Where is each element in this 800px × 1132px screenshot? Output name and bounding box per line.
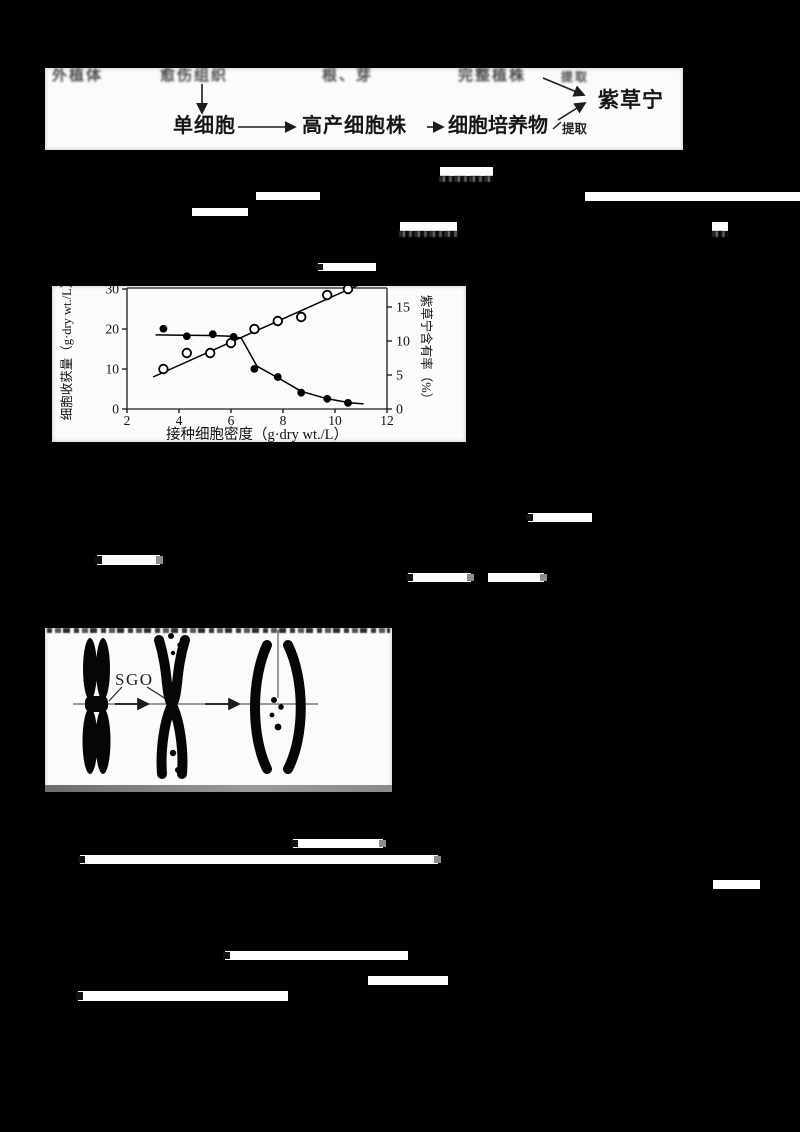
node-shikonin: 紫草宁 <box>598 88 664 112</box>
data-point-open <box>322 289 333 301</box>
shikonin-flowchart-figure: 外植体 愈伤组织 根、芽 完整植株 提取 单细胞 高产细胞株 细胞培养物 提取 … <box>45 68 683 150</box>
redaction-blank <box>406 573 474 582</box>
data-point-open <box>181 347 193 359</box>
x-tick-label: 6 <box>228 413 235 428</box>
figure-bottom-edge <box>45 785 392 792</box>
sgo-leader-line <box>146 686 167 700</box>
right-tick-label: 5 <box>396 369 403 384</box>
chromosome-stage3 <box>250 640 306 774</box>
data-point-open <box>272 315 284 327</box>
degraded-node-whole-plant: 完整植株 <box>458 68 527 84</box>
text-remnant-right <box>467 574 474 581</box>
redaction-blank <box>368 976 448 985</box>
cell-density-chart-figure: 0 10 20 30 0 5 10 15 2 4 6 8 10 12 接种细胞密度（g·dry wt./L）… <box>52 286 466 442</box>
label-extract: 提取 <box>562 122 588 136</box>
redaction-blank <box>585 192 800 201</box>
flowchart-arrows <box>196 77 587 133</box>
text-remnant-right <box>156 556 163 564</box>
data-point-filled <box>273 373 282 381</box>
data-point-filled <box>159 324 168 333</box>
redaction-blank <box>223 951 408 960</box>
left-y-axis-label: 细胞收获量（g·dry wt./L） <box>60 286 74 420</box>
text-remnant-bottom <box>438 176 495 182</box>
chromosome-stage2 <box>154 635 190 779</box>
data-point-open <box>158 363 169 375</box>
text-remnant-left <box>223 951 230 960</box>
data-point-open <box>295 311 307 323</box>
extract-slant-line <box>552 121 562 130</box>
redaction-blank <box>711 222 729 237</box>
text-remnant-left <box>291 839 298 848</box>
redaction-blank <box>398 222 459 237</box>
left-tick-label: 0 <box>112 402 119 417</box>
right-y-axis-label: 紫草宁含有率（%） <box>419 295 434 405</box>
data-point-open <box>342 286 354 295</box>
sgo-leader-line <box>108 686 123 702</box>
degraded-caption-remnant <box>47 628 390 633</box>
text-remnant-bottom <box>711 231 729 237</box>
degraded-label-extract: 提取 <box>561 70 590 84</box>
data-point-filled <box>182 332 191 341</box>
data-point-filled <box>208 330 217 339</box>
degraded-node-explant: 外植体 <box>52 68 104 84</box>
text-remnant-right <box>540 574 547 581</box>
left-tick-label: 10 <box>106 362 120 377</box>
data-point-filled <box>229 333 238 341</box>
redaction-blank <box>95 555 163 565</box>
redaction-blank <box>256 192 320 200</box>
x-tick-label: 10 <box>328 413 342 428</box>
redaction-blank <box>192 208 248 216</box>
chart: 0 10 20 30 0 5 10 15 2 4 6 8 10 12 接种细胞密度（g·dry wt./L）… <box>60 286 434 442</box>
text-remnant-left <box>526 513 533 522</box>
arrow-to-shikonin-lower <box>557 102 587 121</box>
text-remnant-bottom <box>398 231 459 237</box>
arrow-to-shikonin-upper <box>542 77 586 97</box>
plot-frame <box>126 287 388 410</box>
sgo-diagram: SGO <box>73 630 318 779</box>
data-point-filled <box>297 388 306 397</box>
right-tick-label: 15 <box>396 301 410 316</box>
node-cell-culture: 细胞培养物 <box>448 115 548 137</box>
x-tick-label: 12 <box>380 413 394 428</box>
right-tick-label: 0 <box>396 403 403 418</box>
x-axis-label: 接种细胞密度（g·dry wt./L） <box>166 426 348 442</box>
text-remnant-left <box>316 263 323 271</box>
sgo-label: SGO <box>115 670 154 689</box>
degraded-node-root-bud: 根、芽 <box>322 68 374 84</box>
redaction-blank <box>78 855 441 864</box>
redaction-blank <box>76 991 288 1001</box>
redaction-blank <box>291 839 386 848</box>
text-remnant-left <box>78 855 85 864</box>
x-tick-label: 4 <box>176 413 183 428</box>
node-high-yield-strain: 高产细胞株 <box>302 115 407 137</box>
x-tick-label: 2 <box>124 413 131 428</box>
data-point-filled <box>344 398 352 407</box>
text-remnant-left <box>95 555 102 565</box>
data-point-filled <box>250 364 259 373</box>
chromosome-stage1 <box>82 638 111 774</box>
redaction-blank <box>488 573 547 582</box>
text-remnant-left <box>406 573 413 582</box>
sgo-chromosome-figure: SGO <box>45 628 392 792</box>
degraded-node-callus: 愈伤组织 <box>160 68 229 84</box>
sgo-protein-dots <box>168 633 183 773</box>
left-tick-label: 20 <box>106 322 120 337</box>
data-point-open <box>249 323 260 335</box>
trend-filled-circle <box>155 334 364 405</box>
text-remnant-left <box>76 991 83 1001</box>
data-point-filled <box>323 394 332 403</box>
x-tick-label: 8 <box>280 413 287 428</box>
sgo-released-dots <box>269 697 284 731</box>
right-tick-label: 10 <box>396 335 410 350</box>
redaction-blank <box>438 167 495 182</box>
data-point-open <box>204 347 216 359</box>
node-single-cell: 单细胞 <box>173 115 236 137</box>
text-remnant-right <box>379 840 386 847</box>
left-tick-label: 30 <box>106 286 120 297</box>
text-remnant-right <box>434 856 441 863</box>
redaction-blank <box>316 263 376 271</box>
redaction-blank <box>713 880 760 889</box>
redaction-blank <box>526 513 592 522</box>
